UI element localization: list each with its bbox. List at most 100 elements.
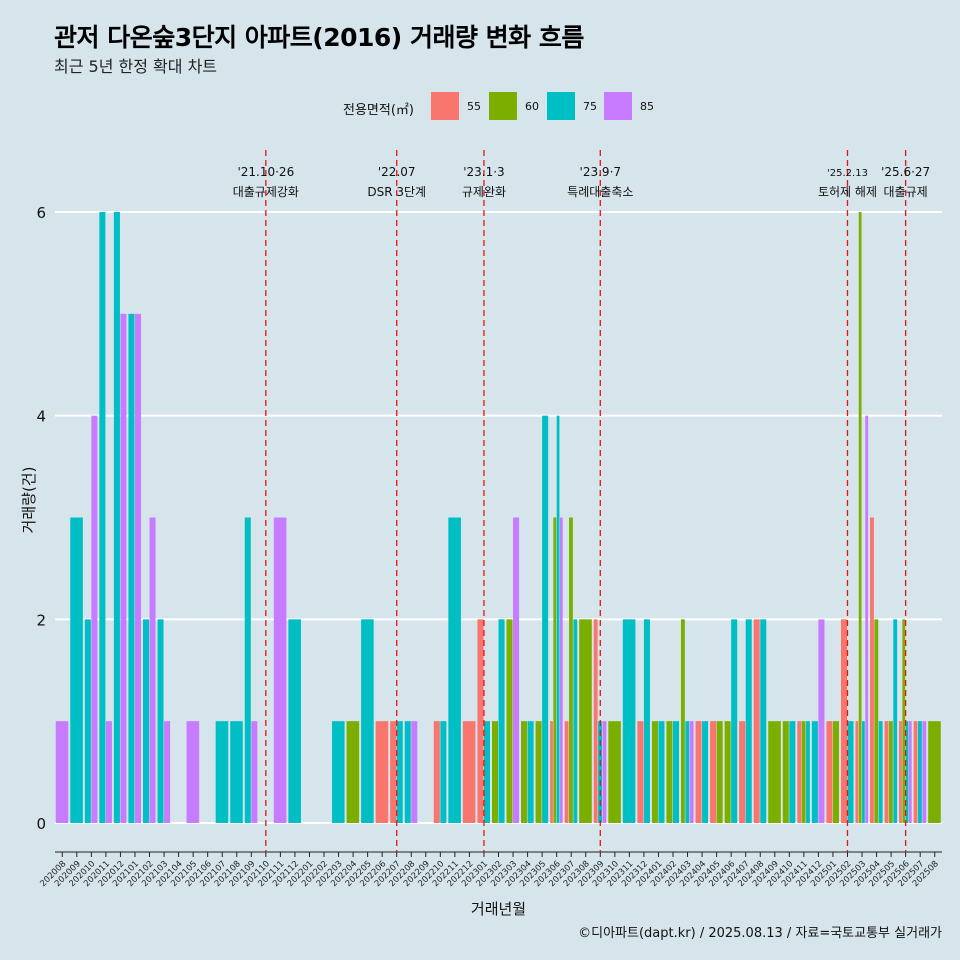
bar-85-202306 — [559, 517, 563, 823]
bar-60-202504 — [874, 619, 879, 823]
bar-75-202410 — [789, 721, 796, 823]
bar-75-202504 — [878, 721, 883, 823]
chart-title: 관저 다온숲3단지 아파트(2016) 거래량 변화 흐름 — [54, 23, 584, 52]
event-label: 토허제 해제 — [818, 185, 877, 199]
bar-55-202506 — [899, 721, 902, 823]
bar-60-202505 — [888, 721, 893, 823]
x-axis-title: 거래년월 — [471, 900, 526, 918]
bar-75-202109 — [244, 517, 251, 823]
event-date: '22.07 — [378, 165, 416, 179]
bar-60-202204 — [346, 721, 360, 823]
bar-85-202103 — [164, 721, 171, 823]
bar-75-202407 — [745, 619, 752, 823]
bar-75-202307 — [573, 619, 578, 823]
bar-75-202507 — [918, 721, 922, 823]
bar-60-202304 — [521, 721, 528, 823]
bar-75-202011 — [99, 212, 106, 823]
y-tick-label: 2 — [36, 611, 46, 629]
bar-75-202301 — [483, 721, 491, 823]
bar-55-202501 — [826, 721, 833, 823]
bar-75-202305 — [542, 415, 549, 823]
bar-55-202206 — [375, 721, 389, 823]
y-axis-title: 거래량(건) — [20, 467, 38, 534]
bar-85-202111 — [273, 517, 287, 823]
bar-75-202103 — [157, 619, 164, 823]
event-label: 규제완화 — [462, 185, 506, 199]
bar-75-202107 — [215, 721, 229, 823]
bar-75-202506 — [905, 721, 909, 823]
legend-label-85: 85 — [640, 100, 654, 113]
bar-75-202205 — [361, 619, 374, 823]
bar-60-202303 — [506, 619, 513, 823]
bar-75-202211 — [448, 517, 461, 823]
bar-55-202408 — [753, 619, 760, 823]
bar-75-202010 — [84, 619, 91, 823]
event-date: '23.9·7 — [580, 165, 621, 179]
bar-75-202108 — [230, 721, 243, 823]
bar-55-202407 — [739, 721, 746, 823]
bar-60-202406 — [724, 721, 731, 823]
bar-60-202306 — [553, 517, 557, 823]
legend-key-75 — [547, 92, 575, 120]
legend-label-55: 55 — [467, 100, 481, 113]
y-tick-label: 4 — [36, 408, 46, 426]
bar-60-202405 — [716, 721, 723, 823]
bar-55-202309 — [593, 619, 598, 823]
event-date: '23.1·3 — [463, 165, 504, 179]
bar-60-202409 — [768, 721, 781, 823]
bar-55-202411 — [797, 721, 802, 823]
bar-60-202307 — [569, 517, 573, 823]
bar-60-202308 — [579, 619, 592, 823]
source-caption: ©디아파트(dapt.kr) / 2025.08.13 / 자료=국토교통부 실… — [578, 926, 942, 941]
bar-85-202507 — [922, 721, 927, 823]
bar-85-202208 — [411, 721, 418, 823]
bar-60-202411 — [801, 721, 806, 823]
legend: 전용면적(㎡) 55 60 75 85 — [0, 92, 960, 122]
bar-85-202010 — [91, 415, 98, 823]
bar-75-202302 — [498, 619, 505, 823]
event-label: 대출규제 — [884, 185, 928, 199]
bar-75-202012 — [113, 212, 120, 823]
bar-60-202508 — [928, 721, 941, 823]
event-date: '21.10·26 — [237, 165, 294, 179]
legend-key-55 — [431, 92, 459, 120]
bar-75-202502 — [847, 721, 854, 823]
bar-75-202009 — [70, 517, 83, 823]
bar-75-202401 — [658, 721, 665, 823]
bar-55-202210 — [433, 721, 440, 823]
legend-key-85 — [604, 92, 632, 120]
bar-85-202101 — [134, 313, 142, 823]
bar-85-202012 — [120, 313, 127, 823]
bar-75-202503 — [862, 721, 865, 823]
bar-75-202203 — [332, 721, 345, 823]
event-label: 대출규제강화 — [233, 185, 299, 199]
bar-85-202506 — [908, 721, 912, 823]
bar-55-202503 — [855, 721, 859, 823]
bar-55-202505 — [884, 721, 889, 823]
bar-75-202208 — [404, 721, 411, 823]
chart-subtitle: 최근 5년 한정 확대 차트 — [54, 57, 218, 76]
bar-85-202303 — [513, 517, 520, 823]
event-label: DSR 3단계 — [367, 185, 426, 199]
legend-label-75: 75 — [583, 100, 597, 113]
bar-75-202412 — [811, 721, 818, 823]
bar-60-202305 — [535, 721, 542, 823]
bar-85-202503 — [865, 415, 869, 823]
bar-85-202011 — [105, 721, 112, 823]
bar-60-202403 — [680, 619, 685, 823]
bar-75-202402 — [672, 721, 680, 823]
bar-75-202101 — [128, 313, 135, 823]
bar-85-202403 — [689, 721, 694, 823]
y-tick-label: 0 — [36, 815, 46, 833]
bar-85-202105 — [186, 721, 200, 823]
bar-85-202412 — [818, 619, 825, 823]
bar-60-202501 — [832, 721, 839, 823]
bar-60-202310 — [608, 721, 621, 823]
bar-75-202404 — [702, 721, 709, 823]
bar-75-202311 — [622, 619, 636, 823]
bar-60-202402 — [666, 721, 673, 823]
bar-75-202408 — [760, 619, 767, 823]
bar-85-202008 — [55, 721, 69, 823]
bar-75-202406 — [731, 619, 738, 823]
bar-55-202307 — [564, 721, 569, 823]
